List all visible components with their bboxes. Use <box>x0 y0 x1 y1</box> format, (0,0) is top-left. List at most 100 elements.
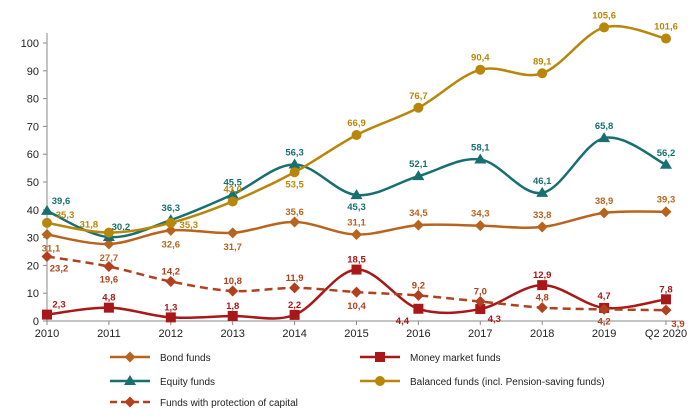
data-point <box>351 229 362 241</box>
legend-marker <box>375 376 385 386</box>
data-point <box>351 286 362 298</box>
data-point <box>289 216 301 228</box>
y-tick-label: 20 <box>27 260 39 272</box>
data-label: 1,3 <box>164 302 177 313</box>
data-point <box>289 309 300 320</box>
data-label: 105,6 <box>592 10 616 21</box>
y-tick-label: 50 <box>27 177 39 189</box>
data-point <box>350 189 363 200</box>
data-point <box>103 227 114 238</box>
data-label: 3,9 <box>671 319 684 330</box>
data-label: 4,8 <box>536 293 549 304</box>
series-money-market-funds: 2,3 4,8 1,3 1,8 2,2 18,5 4,4 4,3 12,9 4,7 7,8 <box>42 255 673 327</box>
data-label: 43,0 <box>223 184 242 195</box>
data-point <box>351 130 362 141</box>
data-point <box>289 282 301 294</box>
data-label: 4,2 <box>597 316 610 327</box>
x-tick-label: 2016 <box>406 328 430 340</box>
data-label: 45,3 <box>347 202 366 213</box>
data-label: 7,0 <box>474 287 487 298</box>
data-point <box>660 206 672 218</box>
data-point <box>289 167 300 178</box>
data-point <box>661 294 671 305</box>
series-bond-funds: 31,1 27,7 32,6 31,7 35,6 31,1 34,5 34,3 33,8 38,9… <box>41 195 675 264</box>
data-point <box>413 303 424 314</box>
data-point <box>475 64 486 75</box>
data-label: 46,1 <box>533 176 552 187</box>
data-label: 27,7 <box>100 253 119 264</box>
x-tick-label: 2018 <box>530 328 554 340</box>
legend-label: Funds with protection of capital <box>160 398 298 409</box>
data-label: 4,3 <box>488 314 501 325</box>
data-point <box>103 302 114 313</box>
data-point <box>598 132 611 143</box>
data-label: 56,3 <box>285 147 304 158</box>
data-label: 31,1 <box>347 218 366 229</box>
data-point <box>165 217 176 228</box>
legend-label: Money market funds <box>410 353 501 364</box>
data-point <box>536 221 548 233</box>
data-label: 35,3 <box>180 220 199 231</box>
data-label: 52,1 <box>409 159 428 170</box>
data-point <box>475 304 486 315</box>
y-tick-label: 80 <box>27 94 39 106</box>
y-tick-label: 90 <box>27 66 39 78</box>
legend-item: Equity funds <box>110 375 215 388</box>
data-label: 30,2 <box>112 222 131 233</box>
data-label: 9,2 <box>412 280 425 291</box>
x-tick-label: 2014 <box>282 328 306 340</box>
y-tick-label: 70 <box>27 121 39 133</box>
data-point <box>536 186 549 197</box>
data-point <box>41 229 53 241</box>
data-label: 18,5 <box>347 255 366 266</box>
data-label: 58,1 <box>471 142 490 153</box>
data-label: 4,7 <box>597 291 610 302</box>
data-label: 31,8 <box>80 220 99 231</box>
data-point <box>41 204 53 215</box>
data-label: 23,2 <box>50 264 69 275</box>
x-tick-label: Q2 2020 <box>645 328 687 340</box>
series-funds-with-protection-of-capital: 23,2 19,6 14,2 10,8 11,9 10,4 9,2 7,0 4,8 4,2 3,9 <box>41 251 685 330</box>
data-point <box>598 207 610 219</box>
data-label: 39,6 <box>52 196 71 207</box>
data-point <box>165 224 177 236</box>
data-point <box>598 303 610 315</box>
data-point <box>599 22 610 33</box>
legend-marker <box>124 351 136 363</box>
data-label: 45,5 <box>223 178 242 189</box>
data-label: 101,6 <box>654 22 678 33</box>
data-label: 4,8 <box>102 293 115 304</box>
data-point <box>42 217 52 228</box>
data-point <box>412 289 424 301</box>
data-point <box>227 196 238 207</box>
legend-marker <box>375 352 385 362</box>
y-tick-label: 30 <box>27 233 39 245</box>
y-tick-label: 100 <box>21 38 39 50</box>
y-tick-label: 40 <box>27 205 39 217</box>
data-point <box>165 276 177 288</box>
data-label: 10,8 <box>223 276 242 287</box>
x-tick-label: 2015 <box>344 328 368 340</box>
data-point <box>474 296 486 308</box>
data-label: 33,8 <box>533 210 552 221</box>
data-label: 38,9 <box>595 196 614 207</box>
data-point <box>41 251 53 263</box>
data-point <box>288 158 301 169</box>
data-point <box>42 309 52 320</box>
data-point <box>660 304 672 316</box>
data-point <box>537 68 548 79</box>
data-label: 34,3 <box>471 209 490 220</box>
legend-label: Balanced funds (incl. Pension-saving fun… <box>410 377 605 388</box>
legend-label: Bond funds <box>160 353 211 364</box>
data-point <box>351 264 362 275</box>
legend-item: Balanced funds (incl. Pension-saving fun… <box>360 376 605 388</box>
data-label: 66,9 <box>347 118 366 129</box>
data-label: 32,6 <box>162 239 181 250</box>
data-point <box>412 219 424 231</box>
series-balanced-funds-incl-pension-saving-funds-: 35,3 31,8 35,3 43,0 53,5 66,9 76,7 90,4 89,1 105,… <box>42 10 678 238</box>
data-label: 19,6 <box>100 275 119 286</box>
legend-marker <box>124 396 136 408</box>
legend-item: Funds with protection of capital <box>110 396 298 409</box>
